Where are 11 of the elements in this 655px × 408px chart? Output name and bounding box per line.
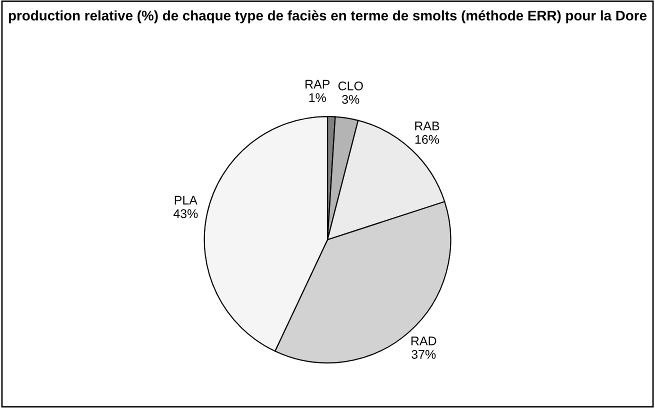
data-label: 1% xyxy=(309,93,326,102)
slice-label: RAB xyxy=(415,122,440,130)
data-label: 3% xyxy=(342,94,360,104)
slice-label: RAP xyxy=(306,80,330,88)
data-label: 37% xyxy=(412,350,436,359)
chart-title: production relative (%) de chaque type de faciès en terme de smolts (méthode ERR) pour la Dore xyxy=(8,10,647,24)
data-label: 16% xyxy=(415,135,440,144)
slice-label: RAD xyxy=(411,336,436,346)
slice-label: PLA xyxy=(174,196,198,205)
data-label: 43% xyxy=(173,209,198,218)
slice-label: CLO xyxy=(338,82,363,90)
